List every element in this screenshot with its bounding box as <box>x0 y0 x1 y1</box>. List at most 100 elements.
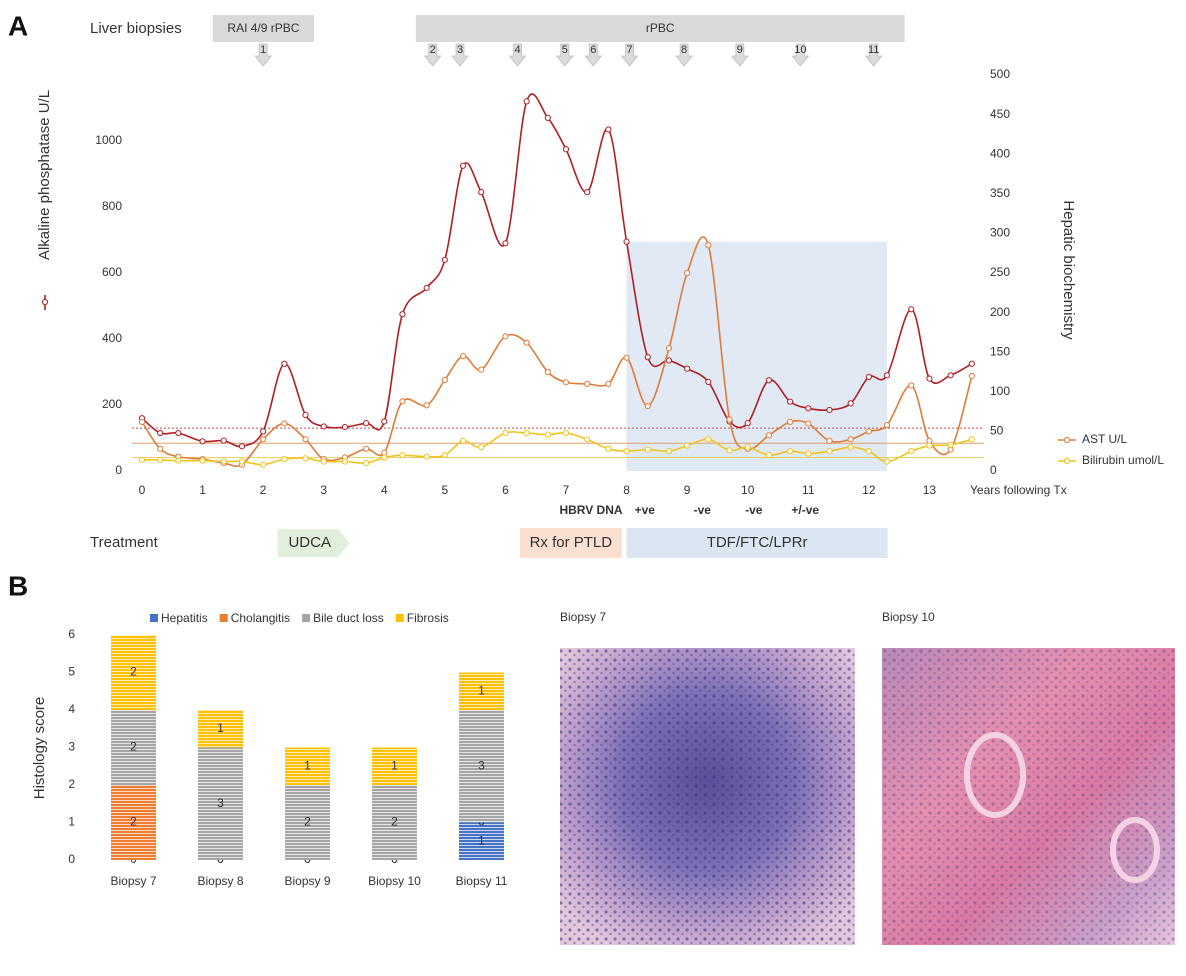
data-point <box>523 98 530 105</box>
value-label: 3 <box>217 796 224 810</box>
x-tick-label: 2 <box>260 483 267 497</box>
data-point <box>744 444 751 451</box>
data-point <box>523 339 530 346</box>
biopsy-number: 1 <box>260 44 266 56</box>
data-point <box>478 189 485 196</box>
biopsy-number: 6 <box>590 44 596 56</box>
data-point <box>441 376 448 384</box>
y2-tick-label: 400 <box>990 146 1010 160</box>
data-point <box>544 431 551 438</box>
legend-label: Bile duct loss <box>313 611 384 625</box>
data-point <box>320 423 327 430</box>
y2-tick-label: 200 <box>990 305 1010 319</box>
data-point <box>363 459 370 467</box>
bar-segment <box>285 785 330 860</box>
vessel-shape <box>1110 817 1160 883</box>
treatment-label: TDF/FTC/LPRr <box>707 534 808 551</box>
data-point <box>908 306 915 313</box>
data-point <box>260 436 267 443</box>
legend-swatch <box>302 614 311 622</box>
data-point <box>805 405 812 412</box>
data-point <box>478 444 485 451</box>
data-point <box>787 418 794 425</box>
x-tick-label: 5 <box>442 483 449 497</box>
x-tick-label: 13 <box>923 483 937 497</box>
data-point <box>584 189 591 196</box>
value-label: 2 <box>304 815 311 829</box>
x-tick-label: Biopsy 10 <box>368 874 421 888</box>
biopsy-arrow <box>555 43 574 67</box>
data-point <box>441 256 448 263</box>
data-point <box>826 437 833 445</box>
data-point <box>281 420 288 427</box>
data-point <box>175 429 182 437</box>
y2-tick-label: 500 <box>990 67 1010 81</box>
data-point <box>665 357 673 364</box>
data-point <box>826 406 833 414</box>
legend-label: Cholangitis <box>231 611 290 625</box>
x-tick-label: 0 <box>139 483 146 497</box>
data-point <box>623 354 630 361</box>
data-point <box>281 456 288 463</box>
data-point <box>320 458 327 465</box>
x-tick-label: 11 <box>802 483 815 497</box>
legend-marker <box>1063 436 1071 444</box>
biopsy-band-label: rPBC <box>646 21 675 35</box>
legend-swatch <box>219 614 228 622</box>
x-tick-label: 4 <box>381 483 388 497</box>
y-tick-label: 0 <box>115 463 122 477</box>
legend-swatch <box>150 614 158 622</box>
data-point <box>341 424 349 431</box>
data-point <box>847 436 854 443</box>
y2-tick-label: 450 <box>990 107 1010 121</box>
data-point <box>705 436 712 443</box>
biopsy-number: 10 <box>794 44 806 56</box>
data-point <box>623 238 630 245</box>
biopsy-number: 2 <box>430 44 436 56</box>
data-point <box>705 242 712 249</box>
legend-label: Bilirubin umol/L <box>1082 453 1164 467</box>
y2-tick-label: 250 <box>990 265 1010 279</box>
data-point <box>399 311 406 318</box>
y-axis-label: Histology score <box>31 697 48 800</box>
data-point <box>726 416 733 423</box>
x-tick-label: 10 <box>741 483 755 497</box>
value-label: 2 <box>130 740 137 754</box>
data-point <box>665 448 673 455</box>
x-axis-label: Years following Tx <box>970 483 1067 497</box>
data-point <box>502 333 509 340</box>
data-point <box>381 418 388 425</box>
hbrv-result: -ve <box>694 503 712 517</box>
data-point <box>908 382 915 389</box>
data-point <box>478 366 485 373</box>
panel-label: A <box>8 10 28 41</box>
data-point <box>787 398 794 405</box>
data-point <box>399 452 406 459</box>
data-point <box>926 442 933 449</box>
bar-segment <box>285 747 330 785</box>
data-point <box>726 447 733 454</box>
data-point <box>665 345 673 352</box>
data-point <box>138 418 146 425</box>
y2-tick-label: 0 <box>990 463 997 477</box>
image-title: Biopsy 7 <box>560 610 606 624</box>
biopsy-band <box>415 15 905 42</box>
value-label: 3 <box>478 758 485 772</box>
y-tick-label: 0 <box>68 852 75 866</box>
treatment-band <box>519 528 622 558</box>
data-point <box>562 429 570 437</box>
biopsy-number: 11 <box>868 44 879 56</box>
data-point <box>523 429 530 437</box>
data-point <box>302 455 309 462</box>
data-point <box>544 114 551 122</box>
data-point <box>423 402 430 409</box>
data-point <box>584 380 591 387</box>
y-tick-label: 4 <box>68 702 75 716</box>
y-tick-label: 5 <box>68 665 75 679</box>
legend-label: Fibrosis <box>407 611 449 625</box>
data-point <box>238 443 246 450</box>
data-point <box>847 444 854 451</box>
data-point <box>765 452 773 459</box>
value-label: 1 <box>217 721 224 735</box>
x-tick-label: Biopsy 11 <box>456 874 508 888</box>
